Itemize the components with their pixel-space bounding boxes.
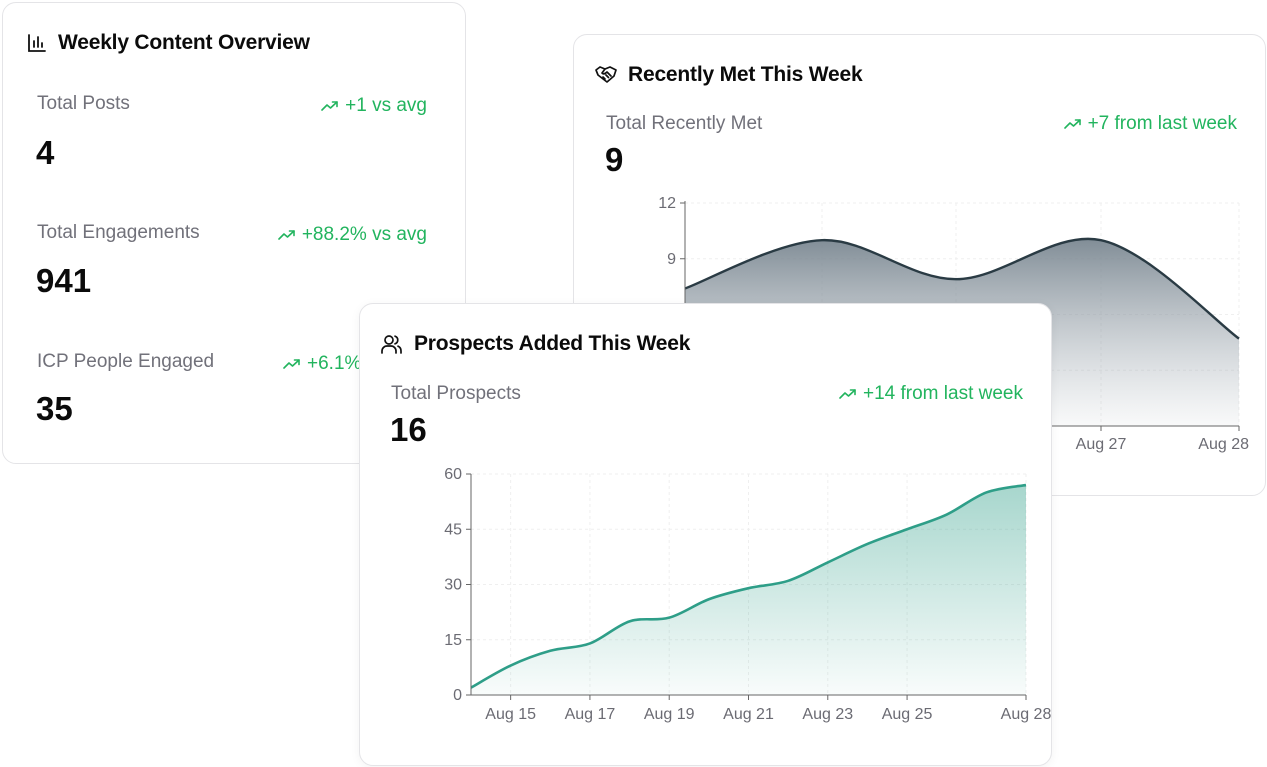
trending-up-icon <box>1063 118 1082 130</box>
y-tick-label: 45 <box>444 521 462 538</box>
x-tick-label: Aug 25 <box>882 706 933 723</box>
trend-indicator: +88.2% vs avg <box>278 224 427 246</box>
y-tick-label: 0 <box>453 687 462 704</box>
prospects-header: Prospects Added This Week <box>380 332 690 356</box>
y-tick-label: 12 <box>658 195 676 212</box>
x-tick-label: Aug 17 <box>565 706 616 723</box>
card-title: Recently Met This Week <box>628 63 863 86</box>
trend-indicator: +1 vs avg <box>321 95 427 117</box>
trend-indicator: +7 from last week <box>1063 113 1237 135</box>
weekly-content-header: Weekly Content Overview <box>26 31 310 55</box>
x-tick-label: Aug 23 <box>802 706 853 723</box>
metric-value: 4 <box>36 134 55 171</box>
trend-indicator: +14 from last week <box>839 383 1023 405</box>
metric-label: Total Engagements <box>37 222 200 243</box>
y-tick-label: 60 <box>444 466 462 483</box>
trend-text: +7 from last week <box>1087 113 1237 134</box>
card-title: Weekly Content Overview <box>58 31 310 54</box>
trend-text: +14 from last week <box>863 383 1023 404</box>
trending-up-icon <box>283 358 301 370</box>
x-tick-label: Aug 15 <box>485 706 536 723</box>
x-tick-label: Aug 27 <box>1076 436 1127 453</box>
trend-text: +88.2% vs avg <box>301 224 427 245</box>
y-tick-label: 15 <box>444 632 462 649</box>
trending-up-icon <box>839 388 857 400</box>
trending-up-icon <box>321 100 339 112</box>
card-title: Prospects Added This Week <box>414 332 691 355</box>
metric-value: 16 <box>390 411 427 448</box>
metric-label: Total Recently Met <box>606 113 763 134</box>
metric-label: Total Prospects <box>391 383 521 404</box>
y-tick-label: 30 <box>444 577 462 594</box>
trend-text: +1 vs avg <box>345 95 427 116</box>
metric-value: 9 <box>605 141 624 178</box>
metric-label: ICP People Engaged <box>37 351 215 372</box>
weekly-content-card: Weekly Content Overview Total Posts 4 +1… <box>2 2 466 464</box>
handshake-icon <box>594 64 618 86</box>
x-tick-label: Aug 28 <box>1198 436 1249 453</box>
x-tick-label: Aug 19 <box>644 706 695 723</box>
users-icon <box>380 333 404 355</box>
x-tick-label: Aug 21 <box>723 706 774 723</box>
x-tick-label: Aug 28 <box>1001 706 1052 723</box>
trending-up-icon <box>278 229 296 241</box>
y-tick-label: 9 <box>667 251 676 268</box>
bar-chart-icon <box>26 32 48 54</box>
recently-met-header: Recently Met This Week <box>594 63 863 87</box>
prospects-chart: 0 15 30 45 60 Aug 15 Aug 17 Aug 19 Aug 21 Aug 23 A… <box>444 466 1051 723</box>
metric-value: 35 <box>36 390 73 427</box>
metric-value: 941 <box>36 262 92 299</box>
metric-label: Total Posts <box>37 93 130 114</box>
series-line <box>684 237 1240 340</box>
series-line <box>470 483 1027 689</box>
prospects-card: Prospects Added This Week Total Prospect… <box>359 303 1052 766</box>
